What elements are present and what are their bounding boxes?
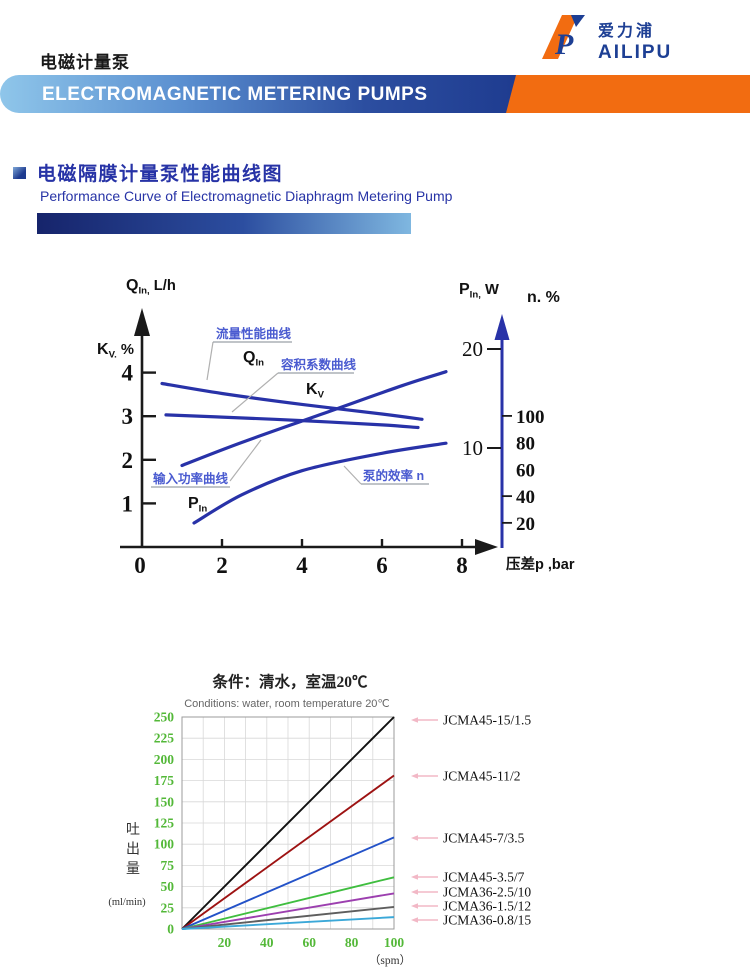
series-line-JCMA45-3.5/7 <box>181 876 395 930</box>
logo: P 爱力浦 AILIPU <box>540 13 672 64</box>
left-tick-label: 2 <box>122 448 134 473</box>
curve-label-KV: 容积系数曲线 <box>280 357 357 372</box>
x-tick-label: 20 <box>218 935 232 950</box>
y-tick-label: 125 <box>154 816 175 831</box>
n-tick-label: 20 <box>516 514 535 535</box>
series-line-JCMA36-0.8/15 <box>181 916 395 930</box>
y-tick-label: 0 <box>167 922 174 937</box>
y-axis-title-char: 量 <box>126 861 140 877</box>
left-axis-arrow <box>134 308 150 336</box>
y-tick-label: 150 <box>154 794 175 809</box>
legend-label: JCMA36-1.5/12 <box>443 899 531 914</box>
x-axis-arrow <box>475 539 498 555</box>
series-line-JCMA45-7/3.5 <box>181 836 395 930</box>
header-banner: ELECTROMAGNETIC METERING PUMPS <box>0 75 750 113</box>
y-tick-label: 175 <box>154 773 175 788</box>
x-tick-label: 2 <box>216 553 228 578</box>
legend-label: JCMA36-0.8/15 <box>443 913 531 928</box>
x-axis-title: 压差p ,bar <box>506 555 575 573</box>
plot-border <box>181 716 395 930</box>
left-tick-label: 4 <box>122 361 134 386</box>
y-axis-title-char: 吐 <box>126 822 140 838</box>
y-tick-label: 225 <box>154 731 175 746</box>
curve-n <box>192 441 448 525</box>
curve-QIn <box>160 381 424 421</box>
banner-orange-block <box>506 75 750 113</box>
curve-label-QIn: 流量性能曲线 <box>216 326 292 341</box>
logo-name-en: AILIPU <box>598 42 673 63</box>
n-tick-label: 40 <box>516 487 535 508</box>
x-axis-title: （spm） <box>369 954 411 967</box>
chart2-subtitle: Conditions: water, room temperature 20℃ <box>184 698 390 710</box>
curve-label-PIn: 输入功率曲线 <box>153 471 229 486</box>
x-tick-label: 80 <box>345 935 359 950</box>
n-tick-label: 100 <box>516 407 545 428</box>
qin-axis-title: QIn, L/h <box>126 277 176 297</box>
n-axis-title: n. % <box>527 289 560 306</box>
x-tick-label: 40 <box>260 935 274 950</box>
series-line-JCMA45-15/1.5 <box>181 716 395 930</box>
curve-symbol-PIn: PIn <box>188 495 207 515</box>
curve-label-n: 泵的效率 n <box>363 468 424 483</box>
n-tick-label: 80 <box>516 434 535 455</box>
logo-name-zh: 爱力浦 <box>598 23 656 40</box>
section-bullet <box>13 167 26 179</box>
series-line-JCMA45-11/2 <box>181 774 395 930</box>
y-axis-title-char: 出 <box>126 842 140 858</box>
banner-title: ELECTROMAGNETIC METERING PUMPS <box>42 84 428 105</box>
y-tick-label: 75 <box>161 858 175 873</box>
x-tick-label: 100 <box>384 935 405 950</box>
legend-label: JCMA36-2.5/10 <box>443 885 531 900</box>
page-title: 电磁计量泵 <box>40 53 130 72</box>
flow-rate-chart: 条件：清水，室温20℃ Conditions: water, room tempe… <box>108 672 531 967</box>
section-title-zh: 电磁隔膜计量泵性能曲线图 <box>37 164 284 185</box>
legend-label: JCMA45-3.5/7 <box>443 870 525 885</box>
section-divider-bar <box>37 213 411 234</box>
x-tick-label: 0 <box>134 553 146 578</box>
left-tick-label: 3 <box>122 404 134 429</box>
y-tick-label: 100 <box>154 837 175 852</box>
legend-label: JCMA45-11/2 <box>443 769 521 784</box>
n-tick-label: 60 <box>516 460 535 481</box>
chart2-title: 条件：清水，室温20℃ <box>211 672 368 691</box>
x-tick-label: 4 <box>296 553 308 578</box>
x-tick-label: 60 <box>302 935 316 950</box>
logo-mark-icon: P <box>542 15 585 61</box>
x-tick-label: 6 <box>376 553 388 578</box>
series-line-JCMA36-1.5/12 <box>181 906 395 930</box>
y-tick-label: 250 <box>154 710 175 725</box>
p-tick-label: 20 <box>462 337 483 361</box>
p-tick-label: 10 <box>462 436 483 460</box>
legend-label: JCMA45-15/1.5 <box>443 713 531 728</box>
curve-PIn <box>180 370 448 468</box>
y-tick-label: 50 <box>161 879 175 894</box>
curve-symbol-KV: KV <box>306 381 325 401</box>
legend-label: JCMA45-7/3.5 <box>443 831 525 846</box>
banner-blue-bar <box>0 75 522 113</box>
kv-axis-title: KV. % <box>97 341 134 361</box>
svg-text:P: P <box>554 28 574 61</box>
curve-symbol-QIn: QIn <box>243 349 264 369</box>
section-title-en: Performance Curve of Electromagnetic Dia… <box>40 188 453 204</box>
pin-axis-title: PIn, W <box>459 281 499 301</box>
x-tick-label: 8 <box>456 553 468 578</box>
y-axis-unit: (ml/min) <box>108 897 146 908</box>
y-tick-label: 200 <box>154 752 175 767</box>
y-tick-label: 25 <box>161 900 175 915</box>
series-line-JCMA36-2.5/10 <box>181 892 395 930</box>
left-tick-label: 1 <box>122 491 134 516</box>
right-axis-arrow <box>494 314 510 340</box>
